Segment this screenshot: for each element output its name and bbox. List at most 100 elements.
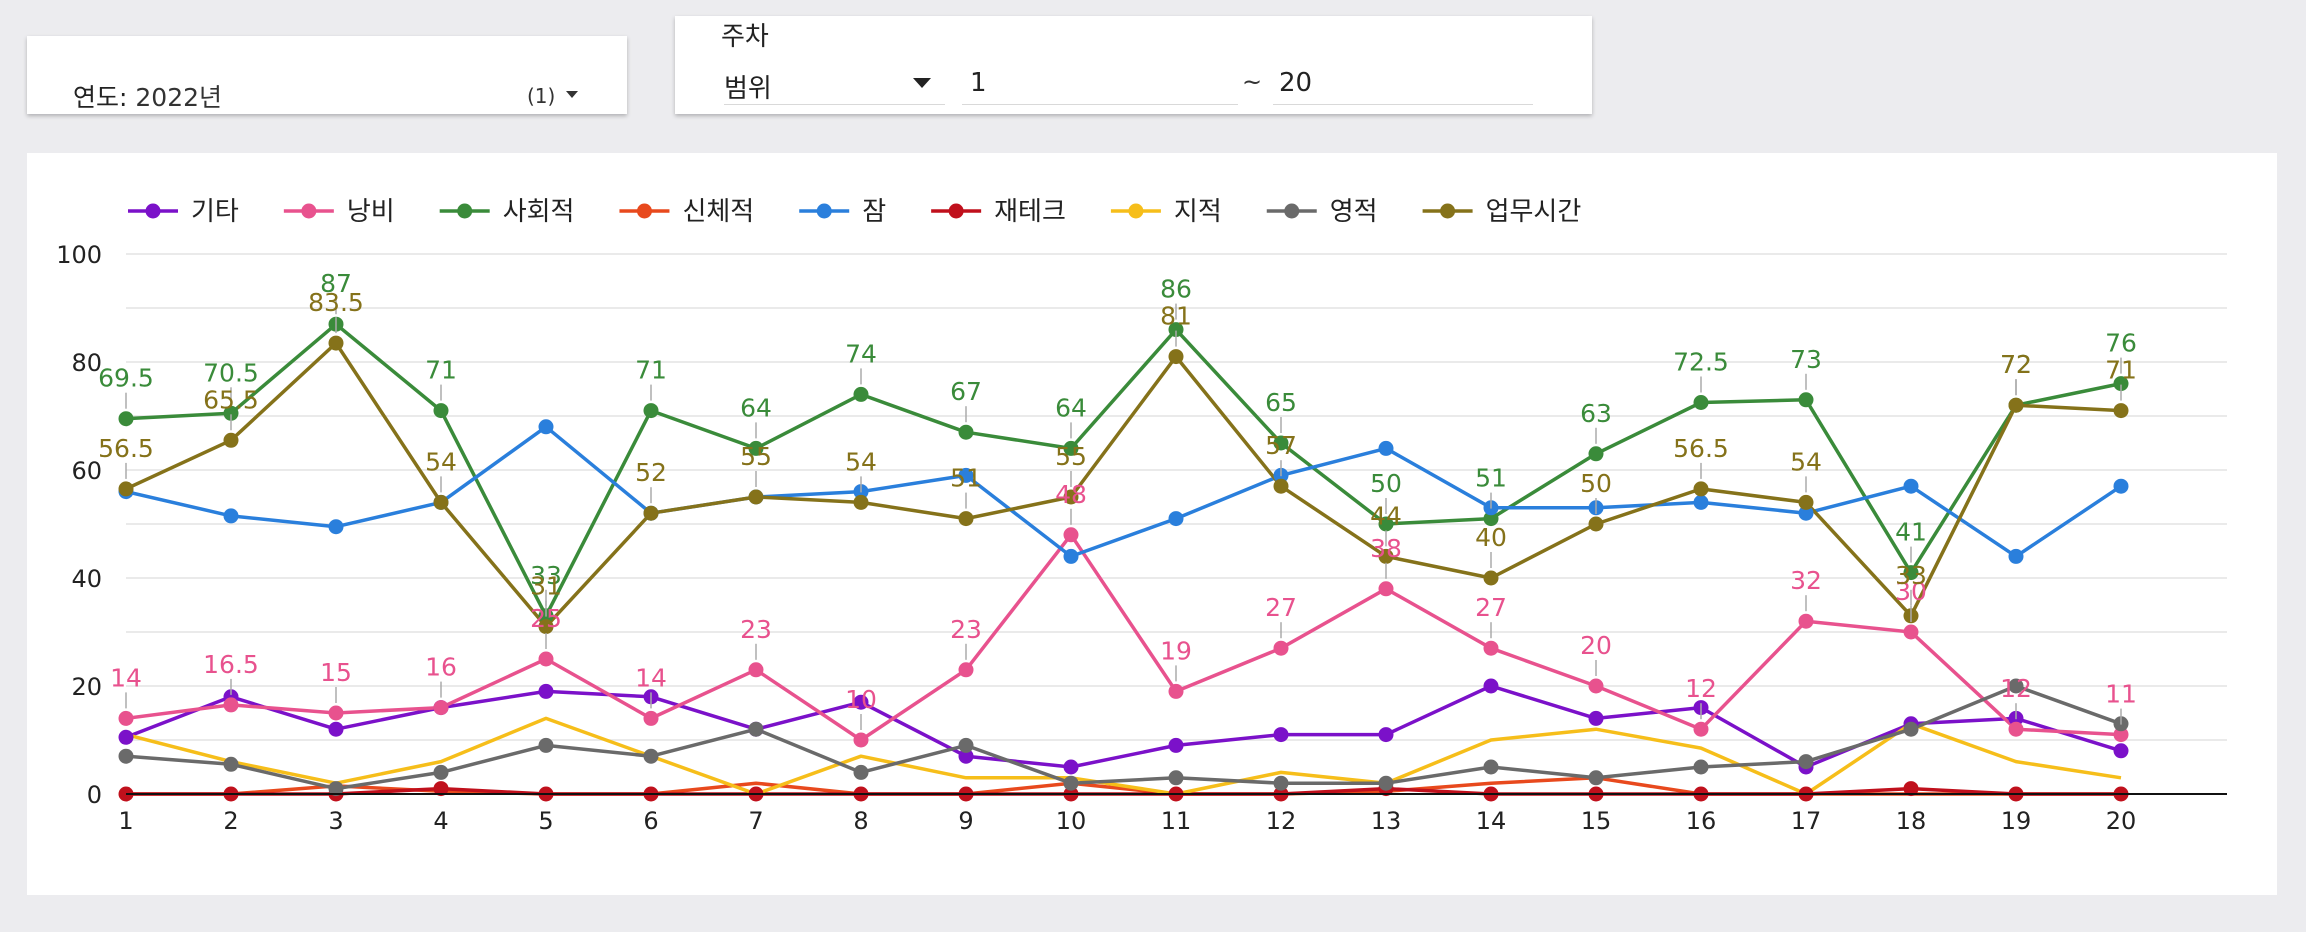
data-point	[1588, 446, 1604, 462]
legend-swatch-dot	[816, 203, 832, 219]
data-point	[328, 705, 344, 721]
x-tick-label: 17	[1791, 807, 1822, 835]
year-filter[interactable]: 연도: 2022년 (1)	[27, 36, 627, 114]
x-tick-label: 8	[853, 807, 868, 835]
data-point	[223, 697, 239, 713]
x-tick-label: 1	[118, 807, 133, 835]
data-label: 44	[1370, 501, 1402, 530]
data-point	[2113, 376, 2129, 392]
data-point	[1903, 721, 1919, 737]
data-label: 74	[845, 339, 877, 368]
data-label: 71	[2105, 356, 2137, 385]
data-label: 71	[635, 356, 667, 385]
data-label: 31	[530, 572, 562, 601]
range-max-input[interactable]: 20	[1273, 64, 1533, 105]
range-min-input[interactable]: 1	[962, 64, 1238, 105]
data-point	[1378, 440, 1394, 456]
data-point	[223, 432, 239, 448]
data-point	[958, 424, 974, 440]
data-point	[1798, 392, 1814, 408]
data-point	[1378, 516, 1394, 532]
x-tick-label: 10	[1056, 807, 1087, 835]
data-point	[1273, 640, 1289, 656]
data-point	[1168, 737, 1184, 753]
data-label: 51	[1475, 464, 1507, 493]
data-point	[1693, 494, 1709, 510]
week-filter: 주차 범위 1 ~ 20	[675, 16, 1592, 114]
data-label: 64	[1055, 393, 1087, 422]
data-label: 83.5	[308, 288, 364, 317]
x-tick-label: 16	[1686, 807, 1717, 835]
data-label: 15	[320, 658, 352, 687]
data-point	[643, 748, 659, 764]
dropdown-arrow-icon[interactable]	[913, 78, 931, 88]
data-label: 67	[950, 377, 982, 406]
data-point	[433, 700, 449, 716]
data-point	[1798, 613, 1814, 629]
data-point	[2113, 403, 2129, 419]
y-tick-label: 40	[71, 565, 102, 593]
legend-label: 영적	[1330, 197, 1378, 227]
data-point	[643, 505, 659, 521]
data-point	[1798, 754, 1814, 770]
legend-swatch-dot	[1128, 203, 1144, 219]
x-tick-label: 6	[643, 807, 658, 835]
data-point	[1273, 727, 1289, 743]
data-point	[433, 403, 449, 419]
data-point	[1903, 781, 1919, 797]
data-label: 54	[845, 447, 877, 476]
data-point	[1168, 349, 1184, 365]
data-point	[958, 737, 974, 753]
x-tick-label: 2	[223, 807, 238, 835]
x-tick-label: 11	[1161, 807, 1192, 835]
data-point	[223, 756, 239, 772]
data-label: 57	[1265, 431, 1297, 460]
x-tick-label: 3	[328, 807, 343, 835]
data-point	[1903, 624, 1919, 640]
data-point	[538, 619, 554, 635]
legend-label: 잠	[862, 197, 886, 227]
data-label: 65.5	[203, 385, 259, 414]
data-point	[1693, 481, 1709, 497]
data-label: 27	[1475, 593, 1507, 622]
data-point	[2008, 721, 2024, 737]
data-point	[118, 748, 134, 764]
range-max-value[interactable]: 20	[1279, 68, 1313, 98]
y-tick-label: 0	[87, 781, 102, 809]
x-tick-label: 9	[958, 807, 973, 835]
data-point	[1693, 759, 1709, 775]
data-point	[1168, 322, 1184, 338]
data-label: 81	[1160, 302, 1192, 331]
series-line-낭비	[125, 533, 2122, 742]
data-point	[2113, 478, 2129, 494]
data-point	[1588, 516, 1604, 532]
data-label: 76	[2105, 329, 2137, 358]
chevron-down-icon[interactable]	[566, 91, 578, 98]
data-point	[748, 489, 764, 505]
legend-label: 재테크	[994, 197, 1066, 227]
data-point	[1483, 640, 1499, 656]
range-min-value[interactable]: 1	[970, 68, 987, 98]
data-label: 56.5	[98, 434, 154, 463]
data-label: 51	[950, 464, 982, 493]
data-label: 54	[425, 447, 457, 476]
data-point	[748, 721, 764, 737]
x-tick-label: 13	[1371, 807, 1402, 835]
data-point	[538, 651, 554, 667]
data-label: 20	[1580, 631, 1612, 660]
series-line-기타	[125, 684, 2122, 769]
y-tick-label: 20	[71, 673, 102, 701]
data-label: 73	[1790, 345, 1822, 374]
range-mode-select[interactable]: 범위	[724, 64, 945, 105]
data-label: 69.5	[98, 364, 154, 393]
x-tick-label: 20	[2106, 807, 2137, 835]
data-label: 56.5	[1673, 434, 1729, 463]
series-line-업무시간	[125, 341, 2122, 629]
data-label: 50	[1580, 469, 1612, 498]
data-point	[328, 519, 344, 535]
data-label: 16	[425, 653, 457, 682]
data-point	[958, 748, 974, 764]
data-label: 86	[1160, 275, 1192, 304]
range-separator: ~	[1242, 68, 1263, 96]
data-point	[328, 781, 344, 797]
